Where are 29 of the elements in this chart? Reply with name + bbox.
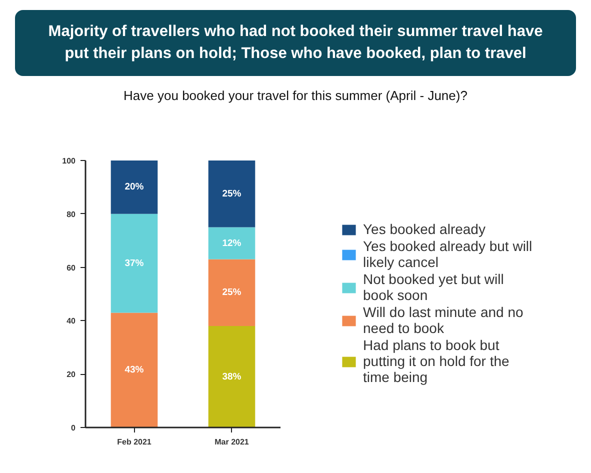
data-label: 38% [222, 371, 242, 382]
legend-label: Had plans to book but putting it on hold for the time being [363, 337, 510, 385]
data-label: 25% [222, 188, 242, 200]
data-label: 43% [124, 364, 144, 376]
data-label: 37% [124, 258, 144, 269]
legend-label: Not booked yet but will book soon [363, 271, 504, 303]
legend-label: Will do last minute and no need to book [363, 304, 524, 336]
legend-label: Yes booked already but will likely cancel [363, 238, 532, 270]
bar [110, 214, 158, 313]
x-tick-label: Feb 2021 [117, 438, 152, 446]
bar [208, 259, 256, 326]
y-tick-label: 100 [62, 156, 76, 166]
data-label: 20% [124, 182, 144, 193]
bar [208, 326, 256, 428]
x-tick-label: Mar 2021 [214, 438, 250, 446]
legend-label: Yes booked already [363, 221, 486, 237]
y-tick-label: 40 [66, 316, 76, 326]
bar [110, 312, 158, 428]
data-label: 25% [222, 287, 242, 298]
y-tick-label: 0 [71, 424, 76, 432]
bar [208, 160, 256, 228]
y-tick-label: 80 [66, 210, 76, 219]
bar [208, 227, 256, 260]
data-label: 12% [222, 238, 242, 249]
chart-subtitle: Have you booked your travel for this summer (April - June)? [124, 86, 468, 105]
y-tick-label: 20 [66, 370, 76, 380]
chart-title: Majority of travellers who had not booked their summer travel have put their plans on hold; Those who have booked, plan to travel [47, 22, 544, 64]
y-tick-label: 60 [66, 263, 76, 272]
bar [110, 160, 158, 214]
